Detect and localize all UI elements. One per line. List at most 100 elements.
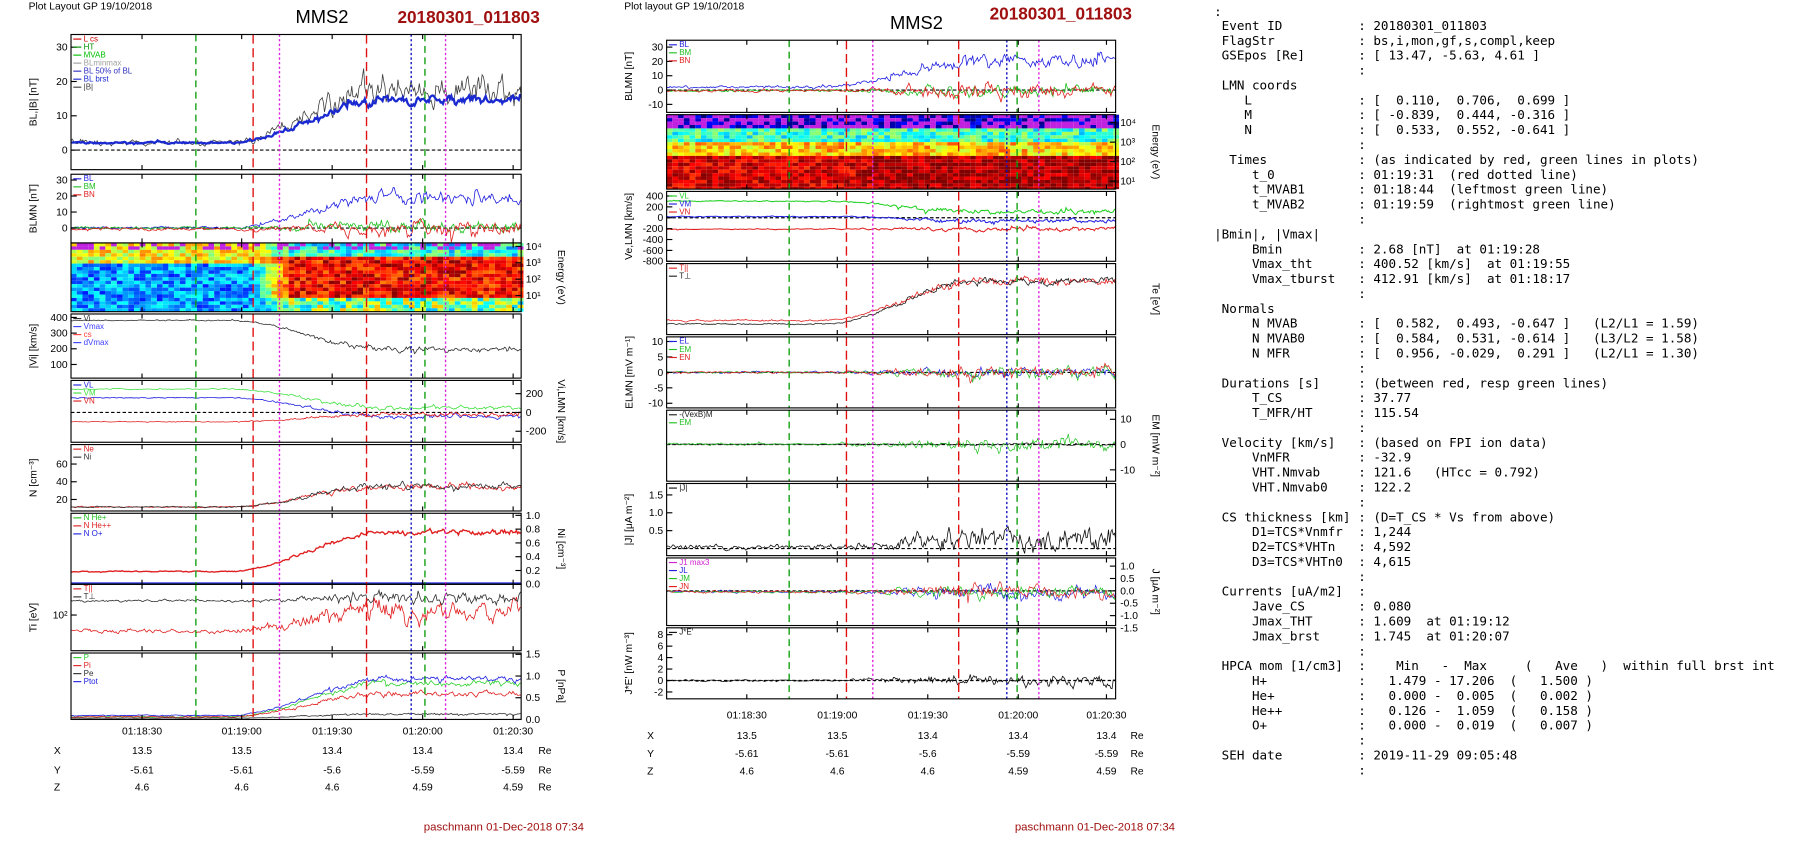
- spectrogram-cell: [1004, 138, 1011, 143]
- spectrogram-cell: [460, 270, 467, 274]
- spectrogram-cell: [305, 256, 312, 261]
- spectrogram-cell: [695, 155, 701, 160]
- legend-label: BN: [84, 190, 95, 199]
- spectrogram-cell: [861, 135, 868, 139]
- spectrogram-cell: [987, 159, 994, 163]
- info-value: : 2.68 [nT] at 01:19:28: [1358, 241, 1540, 256]
- spectrogram-cell: [930, 138, 936, 143]
- spectrogram-cell: [872, 183, 879, 187]
- spectrogram-cell: [1038, 159, 1045, 163]
- panel-frame: [70, 313, 522, 379]
- spectrogram-cell: [918, 145, 925, 150]
- spectrogram-cell: [156, 291, 163, 295]
- spectrogram-cell: [380, 277, 386, 281]
- spectrogram-cell: [729, 169, 736, 174]
- y-tick-label: 0: [62, 146, 68, 157]
- spectrogram-cell: [311, 291, 318, 295]
- spectrogram-cell: [1084, 121, 1091, 125]
- spectrogram-cell: [1010, 145, 1016, 150]
- spectrogram-cell: [792, 124, 799, 129]
- spectrogram-cell: [1056, 138, 1062, 143]
- spectrogram-cell: [380, 256, 386, 261]
- spectrogram-cell: [695, 176, 701, 180]
- spectrogram-cell: [208, 294, 215, 298]
- info-key: Currents [uA/m2]: [1214, 584, 1343, 599]
- spectrogram-cell: [242, 308, 249, 312]
- legend-label: VN: [679, 207, 690, 216]
- spectrogram-cell: [987, 152, 994, 156]
- spectrogram-cell: [317, 267, 324, 271]
- spectrogram-cell: [758, 149, 764, 153]
- spectrogram-cell: [918, 121, 925, 125]
- position-value: 13.5: [132, 746, 152, 757]
- spectrogram-cell: [889, 135, 896, 139]
- spectrogram-cell: [855, 118, 862, 122]
- spectrogram-cell: [683, 186, 690, 190]
- spectrogram-cell: [1073, 159, 1079, 163]
- spectrogram-cell: [884, 131, 890, 136]
- spectrogram-cell: [174, 304, 180, 309]
- spectrogram-cell: [431, 249, 438, 254]
- spectrogram-cell: [357, 267, 364, 271]
- spectrogram-cell: [935, 121, 942, 125]
- spectrogram-cell: [168, 297, 175, 302]
- spectrogram-cell: [678, 145, 684, 150]
- spectrogram-cell: [970, 169, 976, 174]
- spectrogram-cell: [311, 260, 318, 264]
- spectrogram-cell: [889, 128, 896, 132]
- spectrogram-cell: [191, 270, 198, 274]
- trace: [666, 80, 1116, 103]
- spectrogram-cell: [403, 284, 409, 288]
- spectrogram-cell: [912, 179, 919, 184]
- spectrogram-cell: [506, 287, 512, 292]
- spectrogram-cell: [741, 142, 747, 146]
- spectrogram-cell: [1004, 124, 1011, 129]
- spectrogram-cell: [197, 260, 203, 264]
- info-value: :: [1358, 584, 1366, 599]
- spectrogram-cell: [723, 169, 730, 174]
- trace: [71, 596, 522, 635]
- spectrogram-cell: [1010, 124, 1016, 129]
- spectrogram-cell: [248, 270, 255, 274]
- spectrogram-cell: [1073, 155, 1079, 160]
- spectrogram-cell: [838, 176, 845, 180]
- position-value: 4.59: [1008, 766, 1028, 777]
- spectrogram-cell: [1010, 142, 1016, 146]
- spectrogram-cell: [219, 246, 226, 250]
- spectrogram-cell: [116, 304, 123, 309]
- spectrogram-cell: [718, 138, 724, 143]
- spectrogram-cell: [970, 159, 976, 163]
- spectrogram-cell: [884, 159, 890, 163]
- spectrogram-cell: [500, 297, 507, 302]
- spectrogram-cell: [1015, 121, 1022, 125]
- spectrogram-cell: [282, 301, 289, 305]
- spectrogram-cell: [855, 162, 862, 167]
- spectrogram-cell: [700, 162, 707, 167]
- spectrogram-cell: [174, 284, 180, 288]
- spectrogram-cell: [849, 179, 856, 184]
- spectrogram-cell: [88, 291, 94, 295]
- spectrogram-cell: [683, 176, 690, 180]
- spectrogram-cell: [1078, 142, 1085, 146]
- spectrogram-cell: [975, 135, 982, 139]
- info-value: : 4,592: [1358, 539, 1411, 554]
- spectrogram-cell: [1084, 124, 1091, 129]
- spectrogram-cell: [323, 294, 329, 298]
- spectrogram-cell: [265, 297, 272, 302]
- spectrogram-cell: [924, 124, 931, 129]
- spectrogram-cell: [809, 145, 816, 150]
- spectrogram-cell: [145, 253, 152, 257]
- footer: paschmann 01-Dec-2018 07:34: [1015, 822, 1176, 834]
- spectrogram-cell: [368, 260, 375, 264]
- spectrogram-cell: [826, 142, 833, 146]
- spectrogram-cell: [1096, 176, 1102, 180]
- spectrogram-cell: [500, 291, 507, 295]
- spectrogram-cell: [208, 291, 215, 295]
- spectrogram-cell: [494, 287, 501, 292]
- spectrogram-cell: [695, 183, 701, 187]
- spectrogram-cell: [998, 159, 1005, 163]
- spectrogram-cell: [861, 142, 868, 146]
- spectrogram-cell: [941, 159, 948, 163]
- spectrogram-cell: [1067, 121, 1074, 125]
- spectrogram-cell: [758, 155, 764, 160]
